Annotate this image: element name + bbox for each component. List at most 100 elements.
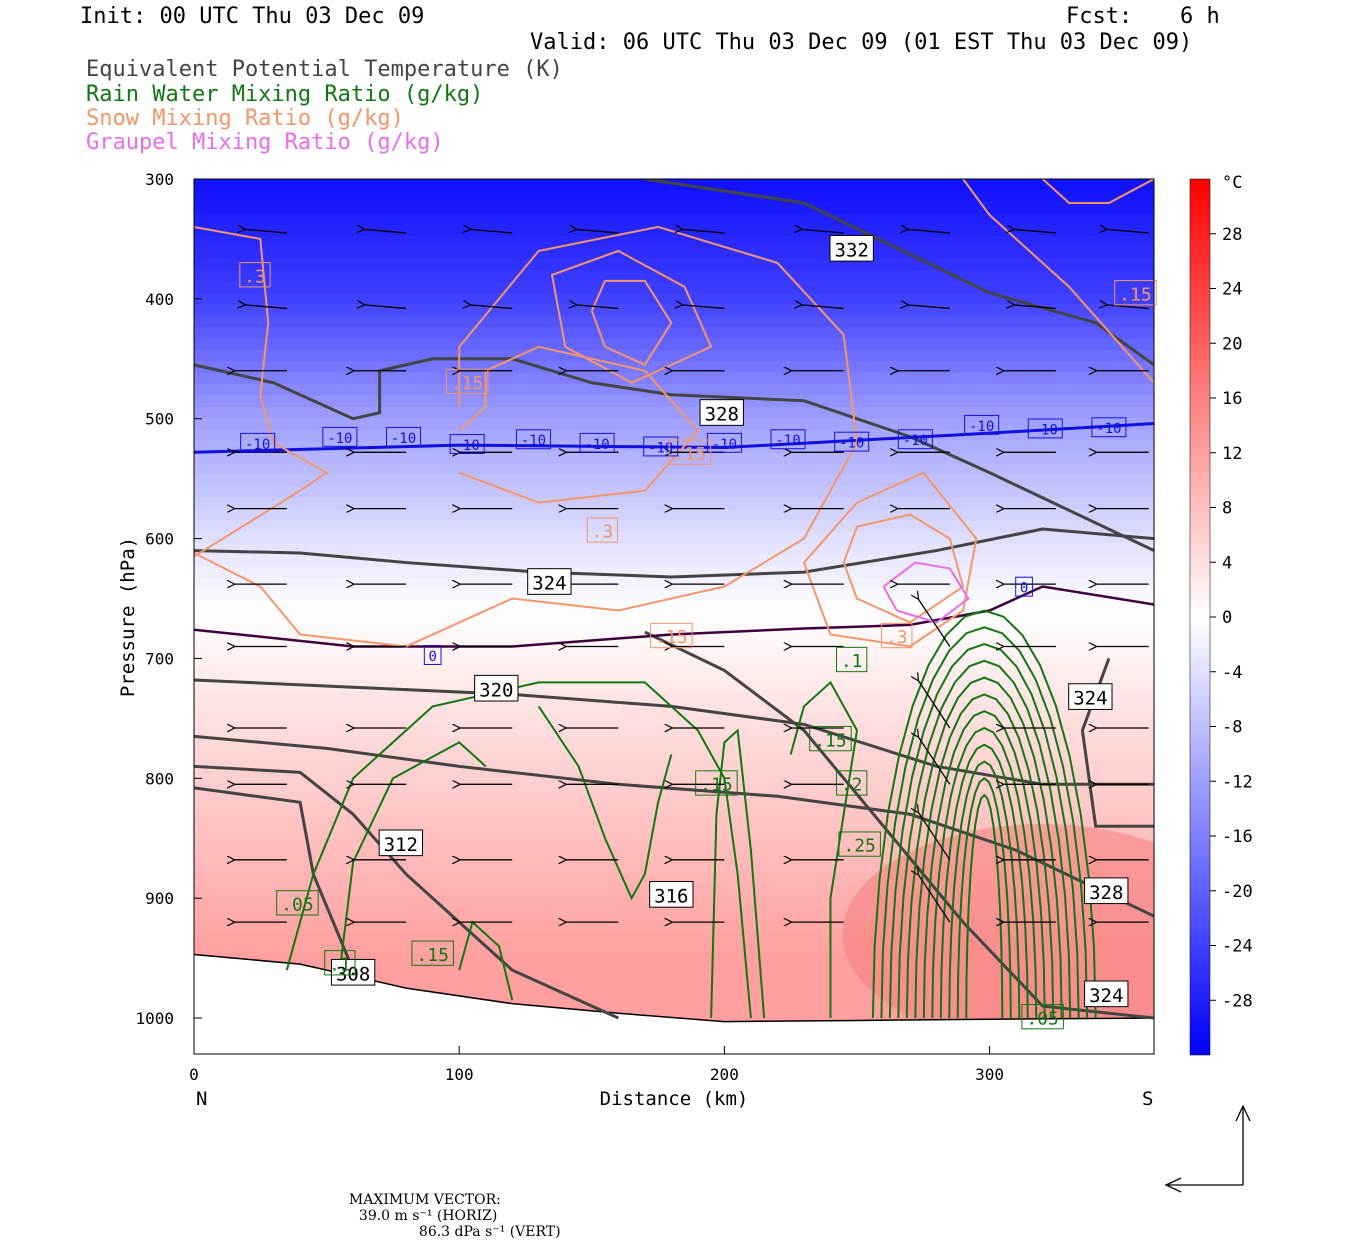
theta-e-label-box: [330, 958, 376, 986]
theta-e-label: 324: [1084, 980, 1129, 1008]
wind-vector: [364, 229, 407, 234]
x-tick-label: 100: [445, 1065, 474, 1084]
isotherm-label: 0: [423, 645, 442, 665]
theta-e-label: 312: [378, 829, 424, 857]
temp-band: [194, 771, 1154, 784]
rain-label-box: [276, 890, 319, 916]
max-vector-vert: 86.3 dPa s⁻¹ (VERT): [418, 1224, 561, 1240]
rain-label-box: [411, 940, 454, 966]
rain-contour: [458, 920, 514, 1001]
isotherm-label: -10: [240, 432, 276, 453]
temp-band: [194, 623, 1154, 636]
rain-label-text: .15: [416, 945, 449, 966]
isotherm-label-text: -10: [1096, 421, 1121, 437]
wind-vector: [470, 305, 513, 310]
temp-band: [194, 327, 1154, 340]
temp-band: [194, 531, 1154, 545]
colorbar-tick-label: 16: [1222, 389, 1242, 409]
rain-label: .05: [1021, 1004, 1064, 1030]
snow-contour: [194, 225, 859, 648]
theta-e-label-box: [474, 674, 519, 702]
temp-band: [194, 736, 1154, 750]
theta-e-label-text: 332: [835, 239, 869, 261]
isotherm-label-box: [322, 426, 358, 447]
rain-label: .1: [836, 646, 868, 673]
isotherm-label-box: [1027, 418, 1063, 439]
temp-band: [194, 292, 1154, 306]
legend-theta-e: Equivalent Potential Temperature (K): [86, 57, 563, 82]
theta-e-label-text: 312: [384, 834, 418, 856]
isotherm-label: -10: [834, 431, 870, 452]
snow-contour: [962, 179, 1154, 384]
theta-e-label-text: 328: [1089, 882, 1123, 904]
rain-contour: [939, 743, 1029, 1019]
colorbar-tick-label: -16: [1222, 827, 1253, 847]
rain-label-box: [324, 950, 356, 976]
rain-contour: [965, 793, 1004, 1019]
temp-band: [194, 600, 1154, 613]
isotherm-label: -10: [579, 432, 615, 453]
rain-label-box: [836, 646, 868, 673]
isotherm-minus10: [194, 422, 1154, 454]
rain-label-box: [695, 770, 738, 796]
rain-label-text: .1: [329, 954, 351, 975]
x-axis-label: Distance (km): [600, 1088, 749, 1110]
isotherm-label-box: [579, 432, 615, 453]
y-tick-label: 400: [145, 290, 174, 309]
rain-label: .15: [411, 940, 454, 966]
y-tick-label: 800: [145, 769, 174, 788]
rain-label-box: [838, 831, 881, 857]
isotherm-label: -10: [449, 434, 485, 454]
wind-vector: [1013, 305, 1056, 310]
snow-label-text: .15: [451, 373, 484, 394]
snow-label-text: .3: [244, 266, 266, 287]
colorbar-tick-label: -12: [1222, 772, 1253, 792]
isotherm-label-box: [964, 414, 1000, 435]
temp-band: [194, 1067, 1154, 1079]
theta-e-line: [194, 786, 355, 971]
plot-frame: [193, 178, 1155, 1055]
colorbar-tick-label: 0: [1222, 608, 1232, 628]
snow-contour: [550, 249, 713, 384]
snow-label: .15: [668, 439, 712, 465]
snow-label-text: .3: [592, 522, 614, 543]
rain-contour: [897, 659, 1072, 1019]
colorbar-ticks: 28 24 20 16 12 8 4 0 -4 -8 -12 -16 -20 -24 -28: [1210, 225, 1253, 1011]
colorbar-tick-label: -4: [1222, 663, 1242, 683]
wind-vector: [918, 736, 951, 785]
snow-label-box: [650, 622, 693, 649]
max-vector-label: MAXIMUM VECTOR:: [348, 1192, 501, 1208]
temp-band: [194, 714, 1154, 727]
isotherm-label-text: -10: [455, 438, 480, 454]
theta-e-label-box: [378, 829, 424, 857]
wind-vector: [801, 305, 844, 310]
rain-contour: [537, 705, 673, 901]
forecast-hour: 6 h: [1180, 4, 1220, 29]
colorbar-tick-label: 4: [1222, 553, 1232, 573]
temp-band: [194, 645, 1154, 659]
temp-band: [194, 588, 1154, 602]
colorbar-unit: °C: [1222, 173, 1242, 193]
isotherm-label-box: [240, 432, 276, 453]
temp-band: [194, 270, 1154, 283]
colorbar-tick-label: 12: [1222, 444, 1242, 464]
isotherm-label: -10: [770, 429, 806, 450]
rain-label-text: .05: [1026, 1008, 1059, 1029]
isotherm-label-text: -10: [775, 433, 800, 449]
isotherm-label-text: -10: [648, 440, 673, 456]
wind-vector: [364, 305, 407, 310]
temp-band: [194, 543, 1154, 556]
isotherm-label-text: -10: [839, 436, 864, 452]
rain-label: .25: [838, 831, 881, 857]
isotherm-label: -10: [515, 429, 551, 450]
temp-band: [194, 383, 1154, 397]
y-tick-label: 300: [145, 170, 174, 189]
isotherm-label: -10: [897, 429, 933, 450]
rain-label-text: .15: [814, 730, 847, 751]
isotherm-label-box: [1015, 576, 1033, 597]
isotherm-label-box: [897, 429, 933, 450]
wind-vector: [907, 229, 950, 234]
wind-vector: [1106, 229, 1149, 234]
isotherm-label-box: [770, 429, 806, 450]
temp-band: [194, 338, 1154, 351]
